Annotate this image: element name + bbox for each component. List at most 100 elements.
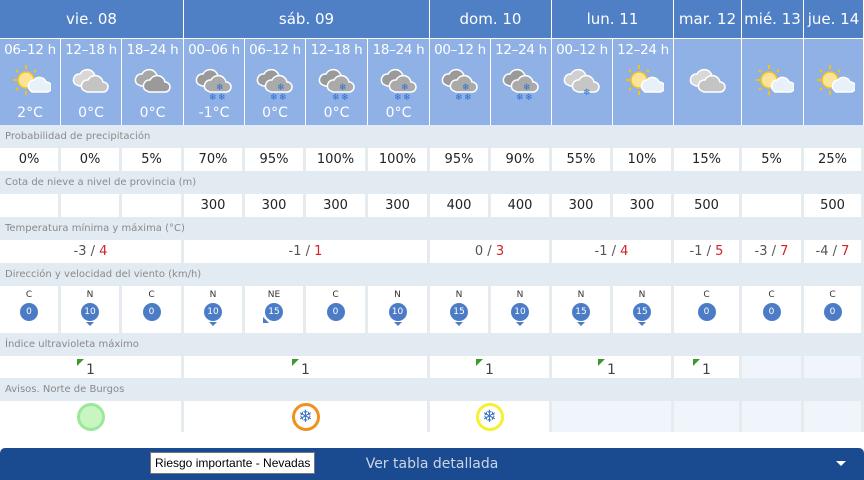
period-hours: 18–24 h <box>372 42 425 58</box>
wind-speed-badge: 0 <box>20 303 38 321</box>
period-hours: 06–12 h <box>4 42 56 58</box>
wind-speed-badge: 10 <box>511 303 529 321</box>
uv-cell: 1 <box>674 356 742 378</box>
light-snow-cloud-icon: ❄ <box>561 61 603 103</box>
wind-arrow-icon <box>86 322 94 326</box>
snow-level-value: 300 <box>245 194 306 217</box>
period-temperature: 0°C <box>139 105 166 121</box>
chevron-down-icon <box>836 461 846 466</box>
day-header[interactable]: mar. 12 <box>674 0 742 38</box>
svg-text:❄: ❄ <box>516 93 524 102</box>
wind-cell: N 15 <box>430 286 491 333</box>
wind-direction: C <box>332 290 339 300</box>
separator: / <box>607 244 621 259</box>
uv-number: 1 <box>485 362 494 378</box>
svg-text:❄: ❄ <box>218 93 226 102</box>
detailed-table-button[interactable]: Ver tabla detallada <box>0 448 864 480</box>
svg-text:❄: ❄ <box>394 93 402 102</box>
warning-cell <box>804 401 864 432</box>
period-cell <box>804 38 864 125</box>
wind-speed-badge: 15 <box>633 303 651 321</box>
snow-level-value: 500 <box>804 194 864 217</box>
uv-cell: 1 <box>184 356 430 378</box>
day-header[interactable]: mié. 13 <box>742 0 804 38</box>
uv-value: 1 <box>693 359 711 378</box>
uv-number: 1 <box>86 362 95 378</box>
wind-arrow-icon <box>393 322 402 326</box>
day-header[interactable]: vie. 08 <box>0 0 184 38</box>
uv-number: 1 <box>301 362 310 378</box>
wind-direction: C <box>703 290 710 300</box>
svg-text:❄: ❄ <box>339 83 347 93</box>
warning-yellow-icon[interactable]: ❄ <box>475 402 504 431</box>
wind-arrow-icon <box>516 322 524 326</box>
snow-cloud-icon: ❄ ❄ ❄ <box>193 61 235 103</box>
snow-cloud-icon: ❄ ❄ ❄ <box>500 61 542 103</box>
svg-text:❄: ❄ <box>341 93 349 102</box>
svg-text:❄: ❄ <box>525 93 533 102</box>
precip-value: 90% <box>491 148 552 171</box>
period-cell: 00–06 h ❄ ❄ ❄ -1°C <box>184 38 245 125</box>
overcast-icon <box>132 61 174 103</box>
precip-value: 5% <box>742 148 804 171</box>
max-temp: 1 <box>314 244 323 259</box>
svg-text:❄: ❄ <box>277 83 285 93</box>
warning-cell: ❄ <box>430 401 552 432</box>
precip-value: 100% <box>306 148 368 171</box>
temperature-range: -1 / 5 <box>674 240 742 263</box>
snow-level-value: 400 <box>491 194 552 217</box>
wind-direction: N <box>86 290 94 300</box>
wind-arrow-icon <box>263 317 269 323</box>
svg-text:❄: ❄ <box>332 93 340 102</box>
uv-flag-icon <box>693 359 701 366</box>
wind-speed-badge: 0 <box>326 303 345 321</box>
wind-direction: C <box>148 290 155 300</box>
min-temp: -3 <box>73 244 87 259</box>
svg-text:❄: ❄ <box>270 93 278 102</box>
period-cell: 12–24 h <box>613 38 674 125</box>
warning-orange-icon[interactable]: ❄ <box>291 402 320 431</box>
wind-cell: NE 15 <box>245 286 306 333</box>
period-cell: 12–18 h 0°C <box>61 38 122 125</box>
wind-row: C 0 N 10 C 0 N 10 NE 15 C 0 N 10 N 15 N 10 N 15 N 15 C 0 C 0 C 0 <box>0 286 864 333</box>
day-header[interactable]: sáb. 09 <box>184 0 430 38</box>
wind-speed-badge: 15 <box>450 303 468 321</box>
snow-level-label: Cota de nieve a nivel de provincia (m) <box>0 171 864 194</box>
forecast-table: vie. 08 sáb. 09 dom. 10 lun. 11 mar. 12 mié. … <box>0 0 864 432</box>
day-header[interactable]: lun. 11 <box>552 0 674 38</box>
wind-cell: N 15 <box>613 286 674 333</box>
sun-cloud-icon <box>9 61 51 103</box>
period-hours: 12–24 h <box>495 42 547 58</box>
uv-cell: 1 <box>552 356 674 378</box>
svg-text:❄: ❄ <box>209 93 217 102</box>
day-header[interactable]: jue. 14 <box>804 0 864 38</box>
wind-direction: N <box>577 290 585 300</box>
wind-arrow-icon <box>455 322 463 326</box>
warnings-label: Avisos. Norte de Burgos <box>0 378 864 401</box>
min-temp: -1 <box>288 244 302 259</box>
precip-value: 70% <box>184 148 245 171</box>
uv-cell <box>804 356 864 378</box>
period-hours: 00–12 h <box>556 42 608 58</box>
uv-value: 1 <box>77 359 95 378</box>
wind-direction: C <box>829 290 836 300</box>
wind-direction: C <box>25 290 33 300</box>
wind-direction: C <box>768 290 775 300</box>
uv-flag-icon <box>476 359 484 366</box>
period-temperature: 0°C <box>262 105 288 121</box>
day-header[interactable]: dom. 10 <box>430 0 552 38</box>
svg-text:❄: ❄ <box>403 93 411 102</box>
wind-direction: N <box>394 290 401 300</box>
separator: / <box>483 244 496 259</box>
uv-cell <box>742 356 804 378</box>
day-header-row: vie. 08 sáb. 09 dom. 10 lun. 11 mar. 12 mié. … <box>0 0 864 38</box>
uv-row: 1 1 1 1 1 <box>0 356 864 378</box>
precip-value: 10% <box>613 148 674 171</box>
warning-green-icon[interactable] <box>76 402 105 431</box>
separator: / <box>86 244 100 259</box>
uv-number: 1 <box>607 362 616 378</box>
